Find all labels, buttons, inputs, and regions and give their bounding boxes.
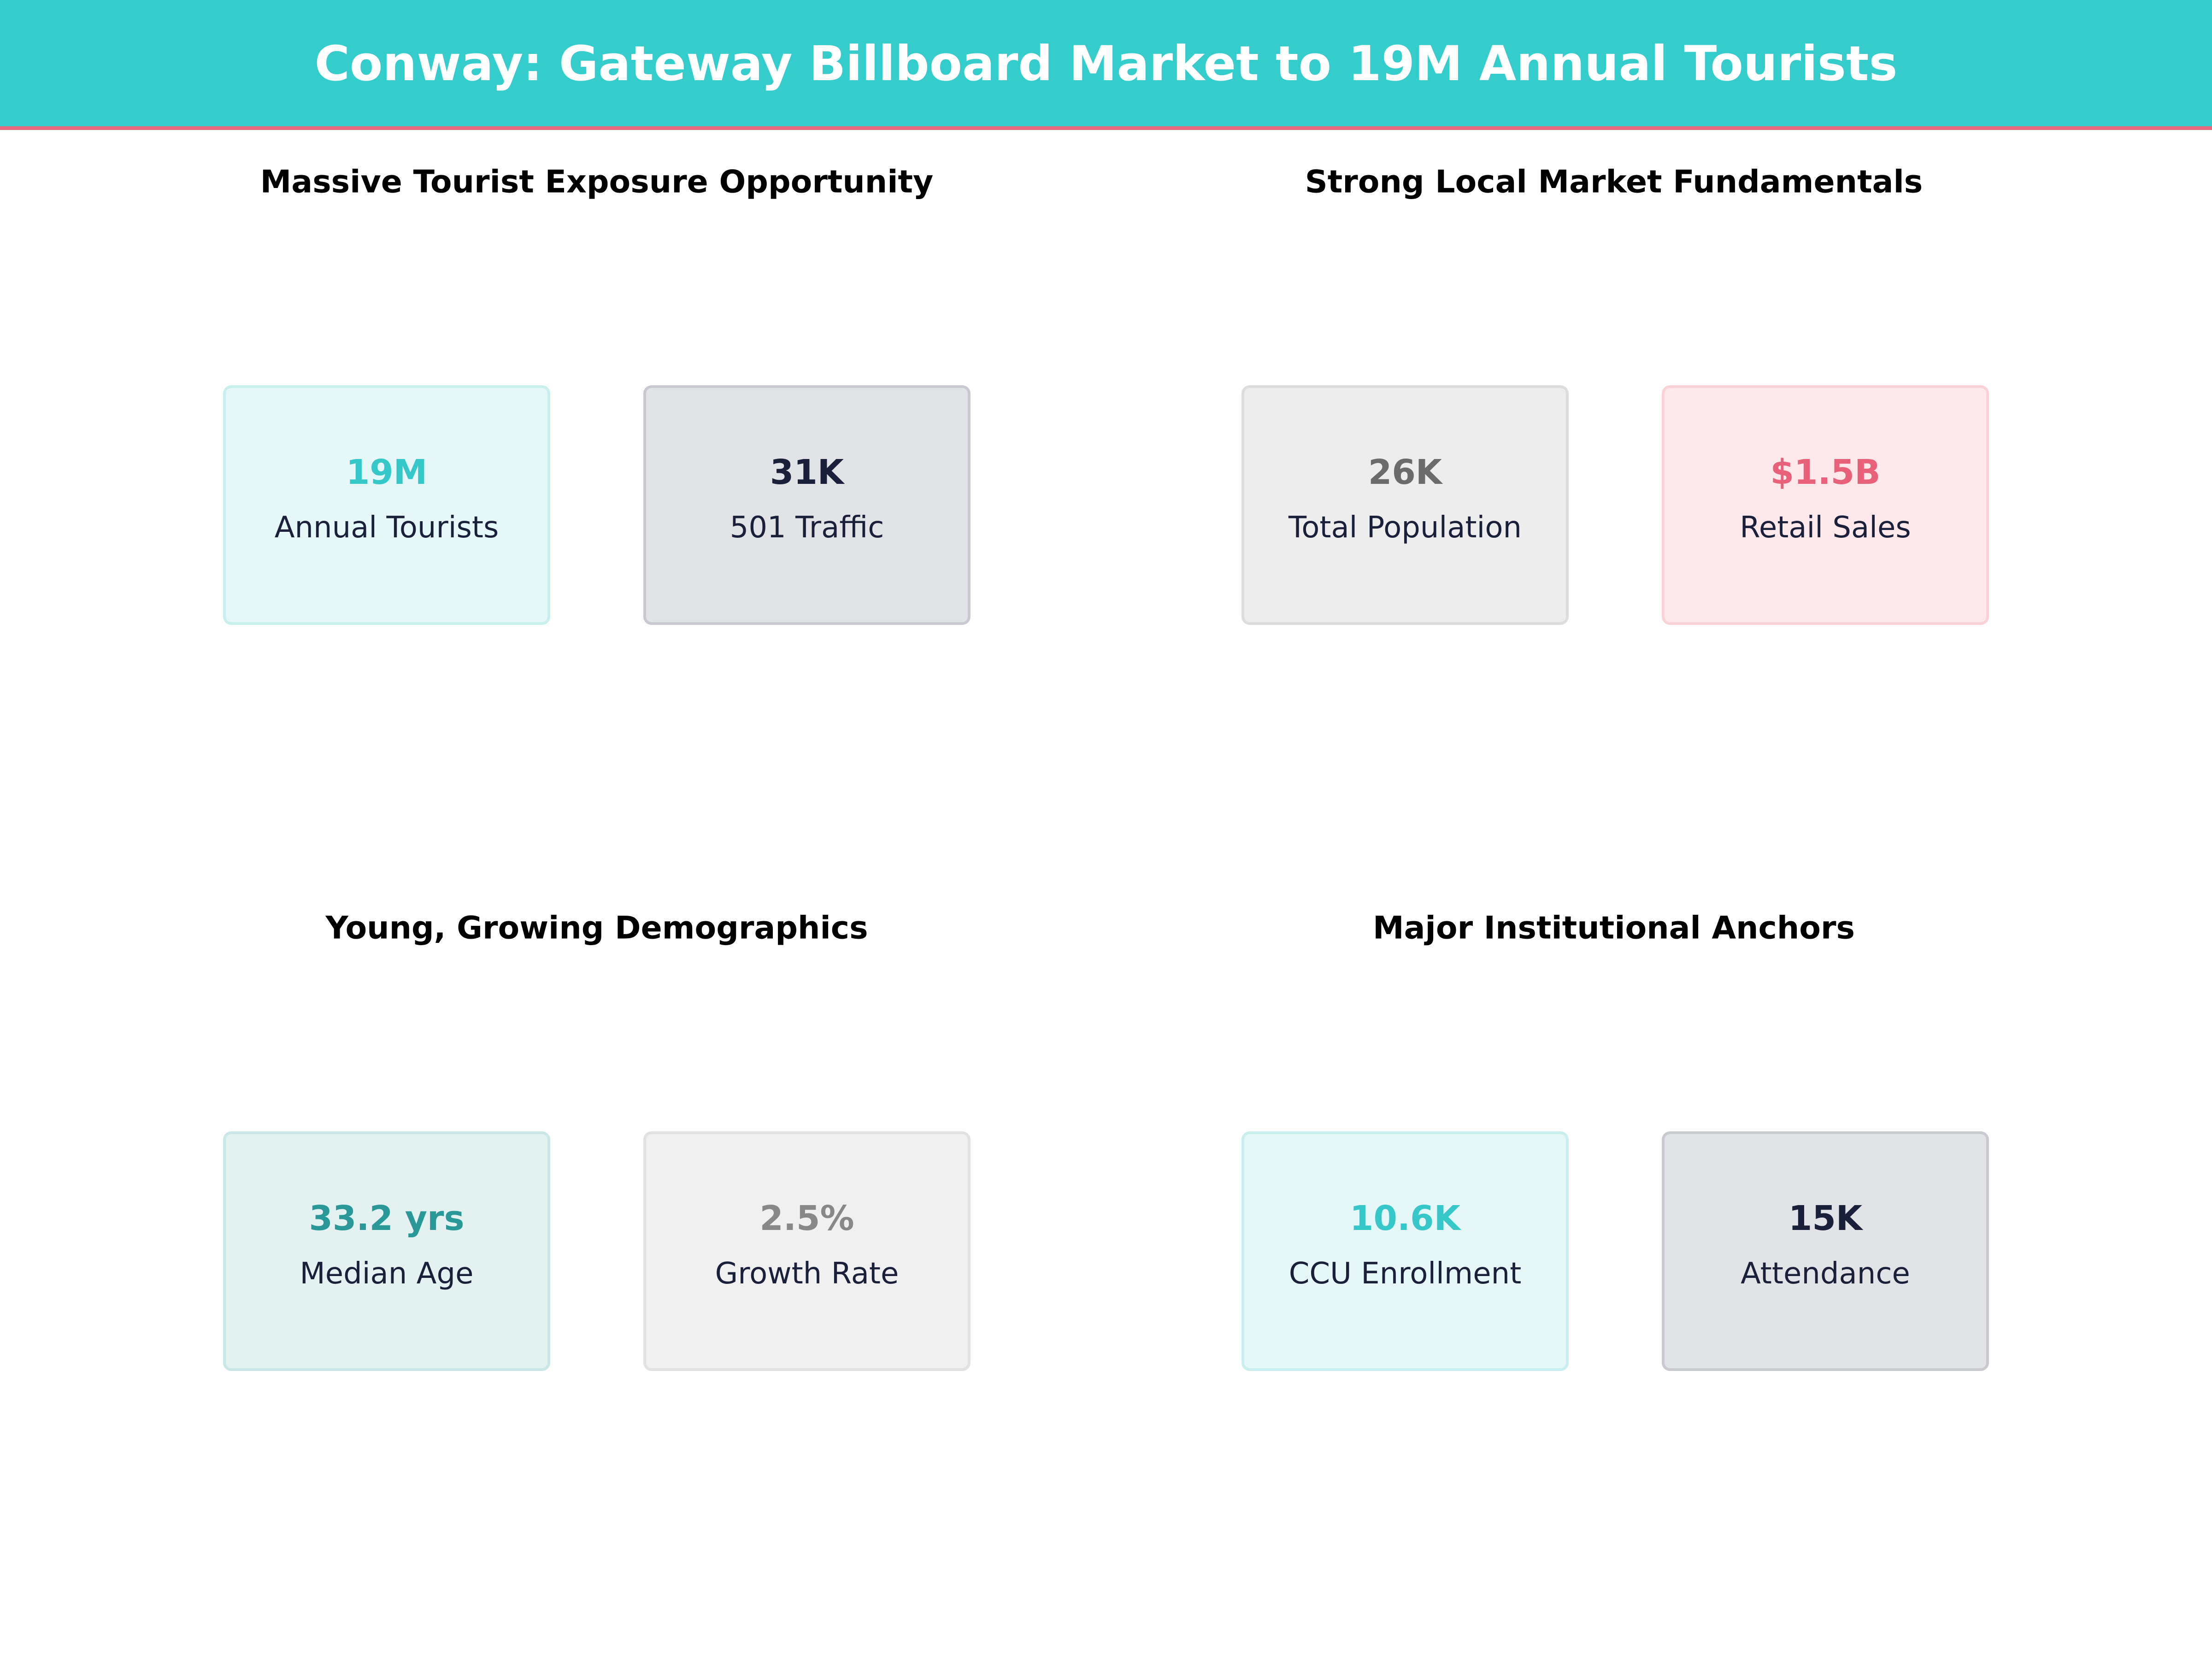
panel-title: Major Institutional Anchors xyxy=(1373,910,1855,947)
header: Conway: Gateway Billboard Market to 19M … xyxy=(0,0,2212,130)
kpi-card: 15K Attendance xyxy=(1662,1131,1989,1371)
kpi-label: 501 Traffic xyxy=(729,511,884,545)
header-title: Conway: Gateway Billboard Market to 19M … xyxy=(314,35,1898,92)
kpi-label: CCU Enrollment xyxy=(1288,1257,1522,1291)
kpi-value: 33.2 yrs xyxy=(309,1199,465,1238)
kpi-value: 2.5% xyxy=(759,1199,854,1238)
kpi-card: $1.5B Retail Sales xyxy=(1662,385,1989,625)
kpi-value: 15K xyxy=(1788,1199,1863,1238)
kpi-value: 26K xyxy=(1368,453,1442,492)
kpi-value: 19M xyxy=(346,453,428,492)
kpi-label: Total Population xyxy=(1288,511,1522,545)
panel-title: Strong Local Market Fundamentals xyxy=(1305,164,1923,200)
kpi-value: 10.6K xyxy=(1350,1199,1460,1238)
kpi-card: 10.6K CCU Enrollment xyxy=(1241,1131,1569,1371)
kpi-card: 2.5% Growth Rate xyxy=(643,1131,971,1371)
kpi-label: Attendance xyxy=(1741,1257,1910,1291)
kpi-label: Growth Rate xyxy=(715,1257,899,1291)
kpi-label: Retail Sales xyxy=(1740,511,1911,545)
kpi-card: 33.2 yrs Median Age xyxy=(223,1131,550,1371)
kpi-card: 26K Total Population xyxy=(1241,385,1569,625)
kpi-label: Median Age xyxy=(300,1257,474,1291)
panel-title: Young, Growing Demographics xyxy=(325,910,868,947)
kpi-card: 31K 501 Traffic xyxy=(643,385,971,625)
panel-title: Massive Tourist Exposure Opportunity xyxy=(260,164,934,200)
kpi-value: $1.5B xyxy=(1770,453,1881,492)
kpi-card: 19M Annual Tourists xyxy=(223,385,550,625)
kpi-label: Annual Tourists xyxy=(274,511,499,545)
kpi-value: 31K xyxy=(770,453,844,492)
